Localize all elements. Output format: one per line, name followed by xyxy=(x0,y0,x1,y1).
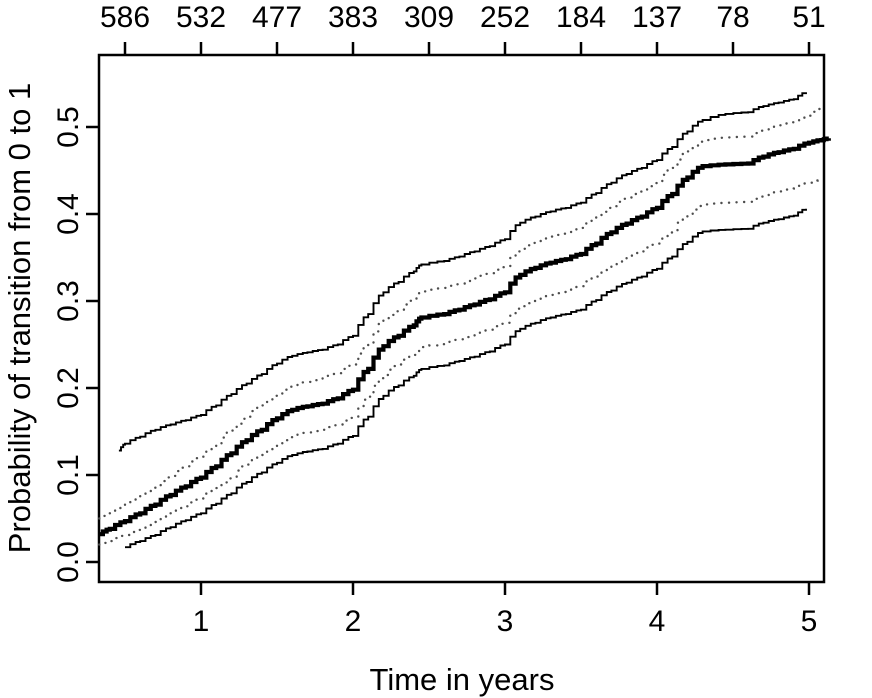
risk-count-label: 532 xyxy=(176,1,226,34)
x-tick-label: 5 xyxy=(801,605,818,638)
risk-count-label: 383 xyxy=(328,1,378,34)
plot-box xyxy=(97,53,826,584)
series-lower-confidence-limit-solid- xyxy=(125,208,807,549)
y-tick-labels: 0.0 0.1 0.2 0.3 0.4 0.5 xyxy=(52,106,85,583)
risk-count-label: 78 xyxy=(716,1,749,34)
axis-ticks xyxy=(86,42,811,595)
y-axis-title: Probability of transition from 0 to 1 xyxy=(2,83,37,553)
x-tick-label: 2 xyxy=(345,605,362,638)
x-tick-label: 3 xyxy=(497,605,514,638)
series-transition-probability-estimate xyxy=(99,136,831,537)
y-tick-label: 0.1 xyxy=(52,454,85,496)
series-upper-confidence-limit-solid- xyxy=(118,92,807,452)
curves-group xyxy=(98,92,831,549)
y-tick-label: 0.5 xyxy=(52,106,85,148)
risk-count-label: 137 xyxy=(632,1,682,34)
x-tick-label: 4 xyxy=(649,605,666,638)
risk-count-label: 252 xyxy=(480,1,530,34)
series-lower-confidence-limit-dotted- xyxy=(98,177,823,546)
risk-count-label: 51 xyxy=(792,1,825,34)
risk-count-label: 477 xyxy=(252,1,302,34)
y-tick-label: 0.3 xyxy=(52,280,85,322)
x-tick-labels: 1 2 3 4 5 xyxy=(193,605,818,638)
y-tick-label: 0.2 xyxy=(52,367,85,409)
risk-count-label: 184 xyxy=(556,1,606,34)
risk-count-label: 586 xyxy=(100,1,150,34)
number-at-risk-labels: 586 532 477 383 309 252 184 137 78 51 xyxy=(100,1,826,34)
risk-count-label: 309 xyxy=(404,1,454,34)
y-tick-label: 0.0 xyxy=(52,541,85,583)
series-upper-confidence-limit-dotted- xyxy=(98,106,823,520)
x-tick-label: 1 xyxy=(193,605,210,638)
y-tick-label: 0.4 xyxy=(52,193,85,235)
x-axis-title: Time in years xyxy=(370,662,555,697)
